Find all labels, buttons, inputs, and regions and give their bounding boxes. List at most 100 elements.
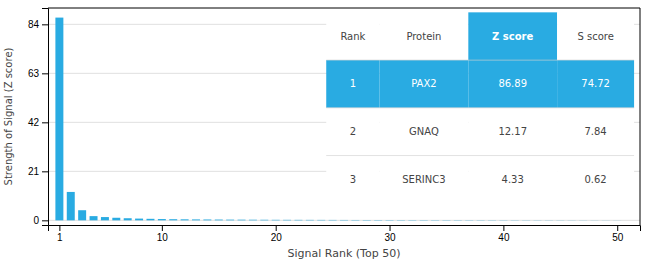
bar	[465, 220, 473, 221]
y-tick: 42	[28, 117, 48, 128]
y-tick-mark	[42, 122, 48, 123]
table-header: S score	[577, 31, 613, 42]
bar	[169, 219, 177, 220]
table-cell	[326, 108, 379, 156]
bar	[579, 220, 587, 221]
table-separator	[326, 60, 634, 61]
bar	[556, 220, 564, 221]
y-tick-label: 0	[33, 215, 39, 226]
x-tick-label: 50	[612, 232, 624, 243]
table-separator	[326, 107, 634, 108]
bar	[363, 219, 371, 220]
table-separator	[326, 155, 634, 156]
bar	[67, 192, 75, 220]
bar	[386, 220, 394, 221]
bar	[283, 219, 291, 220]
bar	[135, 219, 143, 221]
y-tick-mark	[42, 171, 48, 172]
bar	[340, 219, 348, 220]
x-tick-label: 10	[157, 232, 169, 243]
table-cell	[380, 60, 469, 108]
table-cell	[468, 60, 557, 108]
x-tick-mark	[276, 225, 277, 231]
x-tick-mark	[390, 225, 391, 231]
x-tick-mark	[162, 225, 163, 231]
bar	[90, 216, 98, 220]
y-tick: 0	[33, 215, 48, 226]
bar	[317, 219, 325, 220]
x-tick-mark	[503, 225, 504, 231]
table-cell	[326, 60, 379, 108]
bar	[226, 219, 234, 221]
y-tick: 63	[28, 68, 48, 79]
x-tick: 20	[271, 225, 283, 243]
table-text: 2	[350, 126, 356, 137]
chart: 11020304050021426384Signal Rank (Top 50)…	[0, 0, 650, 261]
x-tick: 10	[157, 225, 169, 243]
table-cell	[468, 156, 557, 204]
bar	[420, 220, 428, 221]
bar	[294, 219, 302, 220]
bar	[613, 220, 621, 221]
y-tick-label: 21	[28, 166, 40, 177]
bar	[181, 219, 189, 220]
bar	[192, 219, 200, 221]
table-text: 3	[350, 174, 356, 185]
bar	[215, 219, 223, 221]
bar	[374, 220, 382, 221]
bar	[499, 220, 507, 221]
y-axis-line	[42, 9, 49, 226]
x-axis-line	[49, 226, 641, 232]
y-tick: 84	[28, 19, 48, 30]
bar	[511, 220, 519, 221]
bar	[329, 219, 337, 220]
bar	[260, 219, 268, 221]
bar	[408, 220, 416, 221]
y-tick-label: 42	[28, 117, 40, 128]
table-cell	[468, 108, 557, 156]
bar	[431, 220, 439, 221]
table-text: 1	[350, 78, 356, 89]
bar	[203, 219, 211, 221]
bar	[397, 220, 405, 221]
table-text: 7.84	[584, 126, 606, 137]
table-text: 74.72	[581, 78, 610, 89]
y-axis-title: Strength of Signal (Z score)	[3, 47, 14, 185]
x-tick-label: 30	[384, 232, 396, 243]
table-cell	[380, 108, 469, 156]
x-tick: 30	[384, 225, 396, 243]
bar	[112, 218, 120, 221]
y-tick-mark	[42, 73, 48, 74]
table-cell	[326, 156, 379, 204]
table-text: 4.33	[502, 174, 524, 185]
bar	[477, 220, 485, 221]
table-header: Z score	[492, 31, 533, 42]
table-text: 0.62	[584, 174, 606, 185]
bar	[442, 220, 450, 221]
bar	[568, 220, 576, 221]
x-axis-title: Signal Rank (Top 50)	[288, 247, 401, 260]
bar	[488, 220, 496, 221]
bar	[351, 219, 359, 220]
bar	[522, 220, 530, 221]
bar	[272, 219, 280, 221]
bar	[78, 210, 86, 220]
table: RankProteinZ scoreS score1PAX286.8974.72…	[326, 12, 634, 203]
y-axis: 0 21 42 63 84	[28, 9, 49, 227]
bar	[158, 219, 166, 220]
table-cell	[380, 156, 469, 204]
bar	[238, 219, 246, 221]
x-tick: 50	[612, 225, 624, 243]
table-text: 12.17	[498, 126, 527, 137]
bar	[602, 220, 610, 221]
bar	[534, 220, 542, 221]
table-text: SERINC3	[402, 174, 445, 185]
table-header: Rank	[340, 31, 365, 42]
y-tick-mark	[42, 24, 48, 25]
bar	[454, 220, 462, 221]
table-text: PAX2	[411, 78, 436, 89]
bar	[545, 220, 553, 221]
bar	[55, 18, 63, 221]
table-header-cell	[380, 12, 469, 60]
y-tick-mark	[42, 220, 48, 221]
